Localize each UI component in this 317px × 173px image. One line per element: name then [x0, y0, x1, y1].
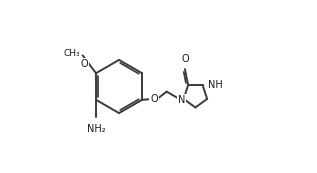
Text: O: O: [81, 59, 88, 69]
Text: O: O: [181, 54, 189, 64]
Text: N: N: [178, 95, 186, 105]
Text: NH: NH: [208, 80, 223, 90]
Text: O: O: [150, 94, 158, 104]
Text: NH₂: NH₂: [87, 124, 105, 134]
Text: CH₃: CH₃: [63, 49, 80, 58]
